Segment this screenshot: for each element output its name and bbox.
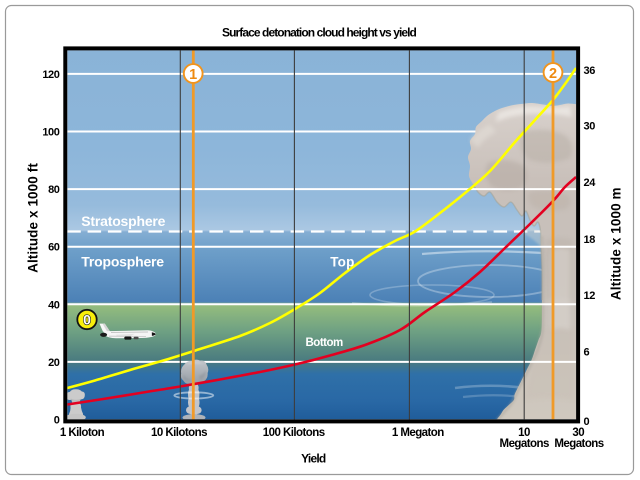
svg-text:Bottom: Bottom <box>306 337 344 349</box>
svg-text:Altitude x 1000 ft: Altitude x 1000 ft <box>26 163 41 273</box>
svg-text:Yield: Yield <box>301 451 326 465</box>
svg-text:1: 1 <box>189 67 197 83</box>
svg-text:0: 0 <box>83 312 91 328</box>
svg-text:10: 10 <box>518 427 530 439</box>
svg-text:40: 40 <box>48 299 60 311</box>
svg-text:100 Kilotons: 100 Kilotons <box>263 427 325 439</box>
svg-text:Stratosphere: Stratosphere <box>81 213 165 229</box>
svg-text:2: 2 <box>549 66 557 82</box>
svg-text:1 Kiloton: 1 Kiloton <box>60 427 105 439</box>
svg-text:120: 120 <box>42 69 59 81</box>
svg-text:6: 6 <box>584 347 590 359</box>
svg-text:Troposphere: Troposphere <box>81 254 164 270</box>
svg-text:0: 0 <box>584 416 590 428</box>
svg-text:60: 60 <box>48 242 60 254</box>
svg-text:18: 18 <box>584 234 596 246</box>
svg-text:30: 30 <box>572 427 584 439</box>
svg-text:30: 30 <box>584 121 596 133</box>
svg-text:80: 80 <box>48 184 60 196</box>
svg-text:36: 36 <box>584 65 596 77</box>
svg-text:10 Kilotons: 10 Kilotons <box>151 427 207 439</box>
svg-text:Top: Top <box>330 255 354 270</box>
svg-text:1 Megaton: 1 Megaton <box>392 427 444 439</box>
svg-text:24: 24 <box>584 177 597 189</box>
svg-text:Surface detonation cloud heigh: Surface detonation cloud height vs yield <box>222 26 416 40</box>
svg-text:Megatons: Megatons <box>554 438 603 450</box>
svg-text:20: 20 <box>48 357 60 369</box>
svg-text:Megatons: Megatons <box>500 438 549 450</box>
svg-text:Altitude x 1000 m: Altitude x 1000 m <box>609 187 624 300</box>
svg-text:0: 0 <box>54 415 60 427</box>
svg-text:100: 100 <box>42 127 59 139</box>
svg-text:12: 12 <box>584 290 596 302</box>
